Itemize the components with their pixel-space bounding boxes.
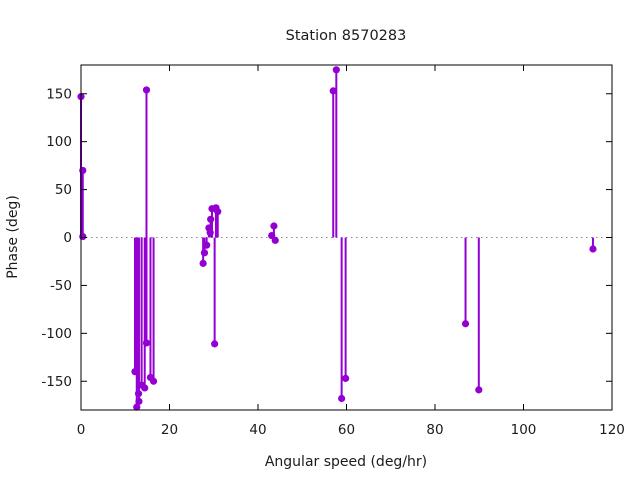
data-point xyxy=(270,222,278,230)
y-tick-label: 0 xyxy=(63,230,72,246)
data-point xyxy=(203,241,211,249)
x-tick-label: 20 xyxy=(161,422,178,438)
x-axis-label: Angular speed (deg/hr) xyxy=(265,454,427,470)
data-point xyxy=(200,249,209,257)
data-point xyxy=(589,245,597,253)
data-point xyxy=(79,166,87,175)
data-point xyxy=(475,386,483,394)
x-tick-label: 100 xyxy=(511,422,537,438)
data-point xyxy=(134,390,143,398)
y-tick-label: -50 xyxy=(50,278,72,294)
x-tick-label: 60 xyxy=(338,422,355,438)
data-point xyxy=(135,397,143,405)
data-point xyxy=(131,368,139,376)
data-point xyxy=(342,374,350,382)
data-point xyxy=(141,384,149,392)
data-point xyxy=(338,394,346,403)
data-point xyxy=(211,340,219,348)
y-tick-label: -150 xyxy=(41,374,72,390)
x-tick-label: 0 xyxy=(77,422,86,438)
data-point xyxy=(329,87,337,95)
x-tick-label: 120 xyxy=(599,422,625,438)
data-point xyxy=(142,339,151,347)
data-point xyxy=(271,236,279,244)
data-point xyxy=(133,403,141,411)
data-point xyxy=(206,229,214,237)
y-tick-label: 100 xyxy=(46,134,72,150)
y-axis-label: Phase (deg) xyxy=(5,195,21,279)
data-point xyxy=(332,66,340,74)
data-point xyxy=(149,377,158,385)
data-point xyxy=(214,208,222,216)
data-point xyxy=(199,259,207,267)
data-point xyxy=(142,86,151,94)
data-point xyxy=(207,215,215,223)
data-point xyxy=(461,320,470,328)
data-point xyxy=(79,232,87,241)
plot-area: 0 20 40 60 80 100 120 -150 -100 -50 0 50 100 150 xyxy=(41,64,625,438)
x-tick-label: 40 xyxy=(249,422,266,438)
chart-title: Station 8570283 xyxy=(286,28,407,44)
x-tick-label: 80 xyxy=(426,422,443,438)
y-tick-label: 150 xyxy=(46,86,72,102)
y-tick-label: -100 xyxy=(41,326,72,342)
y-tick-label: 50 xyxy=(55,182,72,198)
